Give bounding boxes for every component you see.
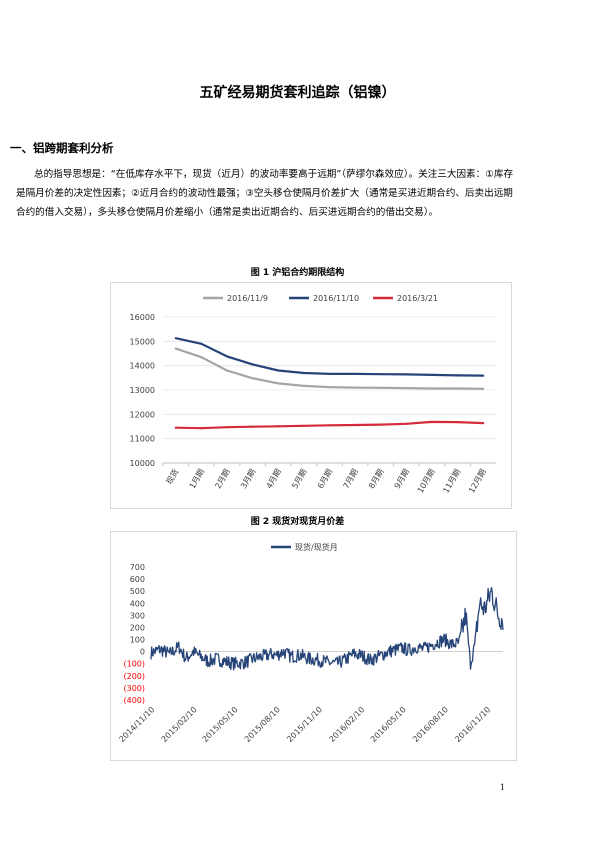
x-tick-label: 9月期	[393, 468, 411, 491]
data-point	[200, 356, 203, 359]
term-structure-chart: 2016/11/9 2016/11/10 2016/3/21 16000 15000 14…	[130, 294, 496, 495]
data-point	[277, 369, 280, 372]
x-tick-label: 2月期	[213, 468, 231, 491]
x-tick-label: 2015/11/10	[285, 705, 324, 744]
y-tick-label: (400)	[123, 696, 145, 705]
data-point	[354, 386, 357, 389]
x-tick-label: 3月期	[239, 468, 257, 491]
y-tick-label: 10000	[130, 459, 155, 468]
y-tick-label: 16000	[130, 313, 155, 322]
data-point	[456, 421, 459, 424]
page-number: 1	[499, 783, 505, 792]
x-tick-label: 2014/11/10	[117, 705, 156, 744]
legend-label: 现货/现货月	[295, 542, 338, 552]
y-tick-label: 11000	[130, 435, 155, 444]
figure2-chart-frame: 现货/现货月 700 600 500 400 300 200 100 0 (100) (200) (3…	[110, 531, 517, 761]
data-point	[277, 425, 280, 428]
y-tick-label: 600	[130, 575, 145, 584]
x-tick-label: 2016/11/10	[453, 705, 492, 744]
data-point	[456, 374, 459, 377]
x-tick-label: 1月期	[188, 468, 206, 491]
y-tick-label: 12000	[130, 410, 155, 419]
y-tick-label: (100)	[123, 660, 145, 669]
data-point	[482, 374, 485, 377]
data-point	[379, 423, 382, 426]
spot-spread-chart: 现货/现货月 700 600 500 400 300 200 100 0 (100) (200) (3…	[117, 542, 504, 744]
x-tick-label: 11月期	[441, 468, 462, 495]
data-point	[174, 347, 177, 350]
x-tick-label: 2016/08/10	[411, 705, 450, 744]
data-point	[379, 373, 382, 376]
y-tick-label: 14000	[130, 362, 155, 371]
data-point	[430, 373, 434, 377]
data-point	[302, 424, 305, 427]
x-tick-label: 2016/02/10	[327, 705, 366, 744]
data-point	[251, 377, 254, 380]
legend-label: 2016/11/10	[313, 294, 359, 303]
x-tick-label: 10月期	[416, 468, 437, 495]
data-point	[200, 427, 203, 430]
data-point	[430, 420, 434, 423]
data-point	[302, 384, 305, 387]
legend-label: 2016/11/9	[227, 294, 268, 303]
data-point	[302, 371, 305, 375]
figure1-chart-frame: 2016/11/9 2016/11/10 2016/3/21 16000 15000 14…	[110, 282, 512, 509]
data-point	[379, 386, 382, 389]
data-point	[405, 422, 408, 425]
data-point	[174, 426, 177, 429]
x-tick-label: 2015/05/10	[201, 705, 240, 744]
data-point	[456, 387, 459, 390]
x-tick-label: 5月期	[290, 468, 308, 491]
series-line	[150, 586, 504, 671]
x-tick-label: 2015/02/10	[160, 705, 199, 744]
x-tick-label: 4月期	[265, 468, 283, 491]
data-point	[354, 423, 357, 427]
x-tick-label: 8月期	[367, 468, 385, 491]
data-point	[251, 363, 254, 366]
y-tick-label: 15000	[130, 337, 155, 346]
data-point	[225, 426, 229, 429]
y-tick-label: 200	[130, 623, 145, 632]
data-point	[430, 387, 434, 390]
y-tick-label: 13000	[130, 386, 155, 395]
y-tick-label: 0	[140, 648, 145, 657]
x-tick-label: 2015/08/10	[243, 705, 282, 744]
figure2-title: 图 2 现货对现货月价差	[250, 517, 345, 527]
x-tick-label: 现货	[164, 467, 181, 486]
body-paragraph: 总的指导思想是：“在低库存水平下，现货（近月）的波动率要高于远期”（萨缪尔森效应…	[16, 169, 514, 218]
section-heading: 一、铝跨期套利分析	[10, 141, 114, 155]
data-point	[225, 369, 229, 372]
y-tick-label: 300	[130, 611, 145, 620]
y-tick-label: (200)	[123, 672, 145, 681]
x-tick-label: 7月期	[342, 468, 360, 491]
series-line	[175, 337, 484, 377]
data-point	[482, 421, 485, 425]
y-tick-label: (300)	[123, 684, 145, 693]
data-point	[251, 425, 254, 428]
data-point	[328, 424, 331, 427]
y-tick-label: 500	[130, 587, 145, 596]
x-tick-label: 2016/05/10	[369, 705, 408, 744]
data-point	[225, 355, 229, 358]
data-point	[277, 382, 280, 385]
data-point	[482, 387, 485, 390]
data-point	[174, 337, 177, 340]
document-title: 五矿经易期货套利追踪（铝镍）	[199, 85, 396, 101]
data-point	[328, 385, 331, 389]
data-point	[405, 386, 408, 390]
legend-label: 2016/3/21	[397, 294, 438, 303]
x-tick-label: 6月期	[316, 468, 334, 491]
figure1-title: 图 1 沪铝合约期限结构	[250, 268, 345, 278]
y-tick-label: 400	[130, 599, 145, 608]
data-point	[405, 373, 408, 376]
data-point	[200, 342, 203, 345]
data-point	[354, 372, 357, 376]
y-tick-label: 700	[130, 563, 145, 572]
y-tick-label: 100	[130, 636, 145, 645]
data-point	[328, 372, 331, 376]
x-tick-label: 12月期	[467, 468, 488, 495]
